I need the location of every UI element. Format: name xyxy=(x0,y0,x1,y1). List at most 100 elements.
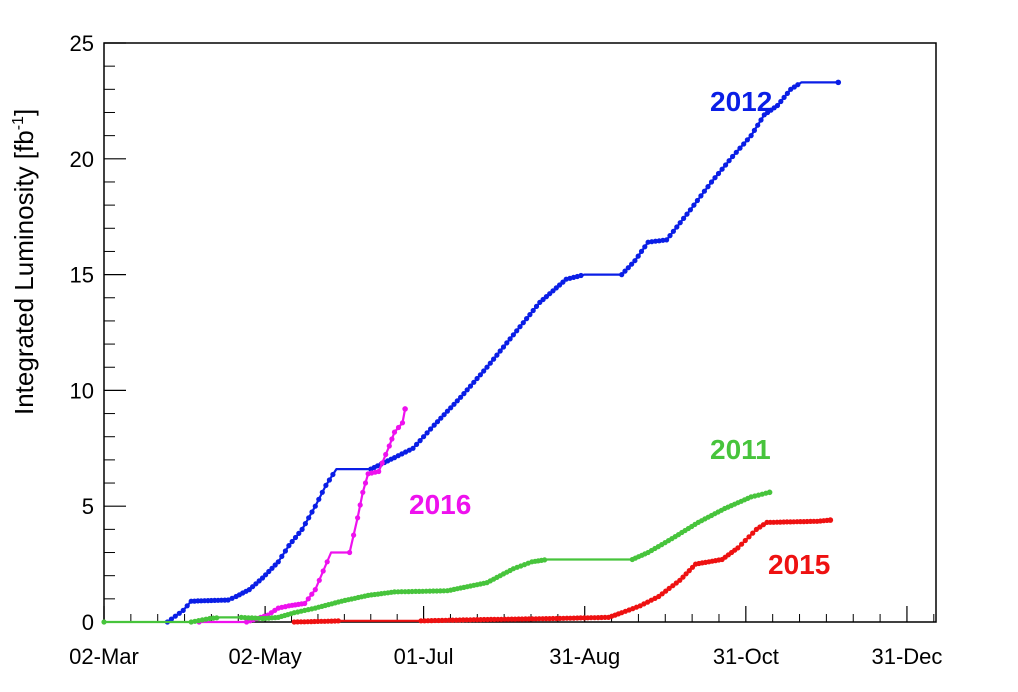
x-tick-label: 01-Jul xyxy=(394,644,454,669)
x-axis-ticks: 02-Mar 02-May 01-Jul 31-Aug 31-Oct 31-Dec xyxy=(69,606,942,669)
y-tick-label: 5 xyxy=(82,494,94,519)
series-2012-point xyxy=(266,568,272,575)
y-tick-label: 20 xyxy=(70,147,94,172)
series-2012-point xyxy=(302,521,308,527)
series-2016-point xyxy=(362,480,369,486)
series-2012-point xyxy=(719,166,725,172)
y-axis-title-main: Integrated Luminosity [fb xyxy=(9,130,39,415)
series-2011-point xyxy=(101,619,107,625)
series-2012-point xyxy=(491,356,497,362)
series-2012-point xyxy=(421,434,427,440)
series-2012-point xyxy=(279,553,285,560)
label-2011: 2011 xyxy=(710,434,771,465)
series-2012-point xyxy=(484,364,490,370)
series-2012-point xyxy=(748,133,754,139)
series-2012-point xyxy=(259,575,266,581)
series-2012-point xyxy=(701,188,708,194)
series-2015-point xyxy=(450,617,456,623)
series-2012-point xyxy=(410,445,416,451)
series-2012-point xyxy=(726,158,732,164)
series-2015-point xyxy=(670,583,676,589)
series-2012-point xyxy=(698,193,704,199)
series-2012-point xyxy=(778,98,784,105)
series-2016-point xyxy=(391,429,398,435)
series-2016-point xyxy=(376,468,382,475)
series-2012-point xyxy=(835,79,842,86)
series-2015-point xyxy=(656,593,662,600)
y-axis-title-sup: -1 xyxy=(10,116,27,130)
series-2012-point xyxy=(642,244,648,250)
series-2012-point xyxy=(751,127,758,133)
series-2016 xyxy=(196,406,408,625)
series-2016-point xyxy=(399,420,406,426)
series-2016-point xyxy=(383,451,389,458)
series-2016-line xyxy=(199,408,407,624)
y-tick-label: 25 xyxy=(70,31,94,56)
series-2012-point xyxy=(670,228,677,234)
series-2011-point xyxy=(766,489,773,496)
series-2015 xyxy=(291,517,834,625)
series-2012-point xyxy=(795,82,801,88)
series-2012-point xyxy=(530,307,536,314)
x-tick-label: 31-Aug xyxy=(549,644,620,669)
series-2012-point xyxy=(758,117,764,123)
series-2012-point xyxy=(451,401,457,407)
series-2012-point xyxy=(471,379,477,385)
series-2012-point xyxy=(296,530,302,537)
series-2015-point xyxy=(683,571,689,577)
series-2012-point xyxy=(269,565,275,571)
series-2012-point xyxy=(733,149,739,155)
series-2012-point xyxy=(428,426,434,432)
series-2016-point xyxy=(312,587,318,593)
series-2012-point xyxy=(684,211,690,217)
series-2012-point xyxy=(326,477,332,483)
series-2012-point xyxy=(687,207,694,213)
series-2012-point xyxy=(417,438,423,444)
y-tick-label: 0 xyxy=(82,610,94,635)
series-2012-line xyxy=(166,81,839,623)
series-2012-point xyxy=(306,515,312,521)
series-2012-point xyxy=(629,261,635,267)
series-2012-point xyxy=(487,360,493,366)
series-2012-point xyxy=(330,471,336,478)
series-2016-point xyxy=(386,443,392,449)
series-2012-point xyxy=(504,340,510,346)
series-2012-point xyxy=(184,603,190,609)
series-2012-point xyxy=(464,387,470,393)
series-2016-point xyxy=(395,424,402,431)
series-2016-point xyxy=(347,549,353,556)
series-2012-point xyxy=(520,320,526,326)
series-2016-point xyxy=(305,596,311,602)
plot-frame xyxy=(103,42,937,623)
label-2012: 2012 xyxy=(710,86,772,117)
series-2012-point xyxy=(286,543,292,549)
x-tick-label: 31-Dec xyxy=(871,644,942,669)
series-2015-point xyxy=(666,585,672,592)
series-2015-point xyxy=(686,568,692,574)
y-axis-title-close: ] xyxy=(9,109,39,116)
series-2015-point xyxy=(735,545,741,551)
series-2015-point xyxy=(827,517,834,523)
series-2015-point xyxy=(746,534,752,540)
series-2011-point xyxy=(542,557,548,563)
series-2016-point xyxy=(379,460,385,466)
series-2012-point xyxy=(712,175,718,181)
series-2012-point xyxy=(454,398,460,404)
series-2012-point xyxy=(681,215,687,221)
series-2012-point xyxy=(691,202,697,208)
series-2012-point xyxy=(481,368,487,374)
series-2012-point xyxy=(578,272,584,279)
series-2012-point xyxy=(514,328,520,334)
series-2016-point xyxy=(389,436,395,442)
y-tick-label: 15 xyxy=(70,263,94,288)
label-2016: 2016 xyxy=(409,489,471,520)
label-2015: 2015 xyxy=(768,549,830,580)
series-2011-point xyxy=(214,615,220,621)
series-2012-point xyxy=(444,408,450,414)
series-2012-point xyxy=(494,352,500,358)
series-2012-point xyxy=(458,394,464,400)
series-2012-point xyxy=(705,184,711,190)
series-2012-point xyxy=(635,253,641,259)
series-2012-point xyxy=(694,197,701,204)
series-2012-point xyxy=(533,303,540,309)
